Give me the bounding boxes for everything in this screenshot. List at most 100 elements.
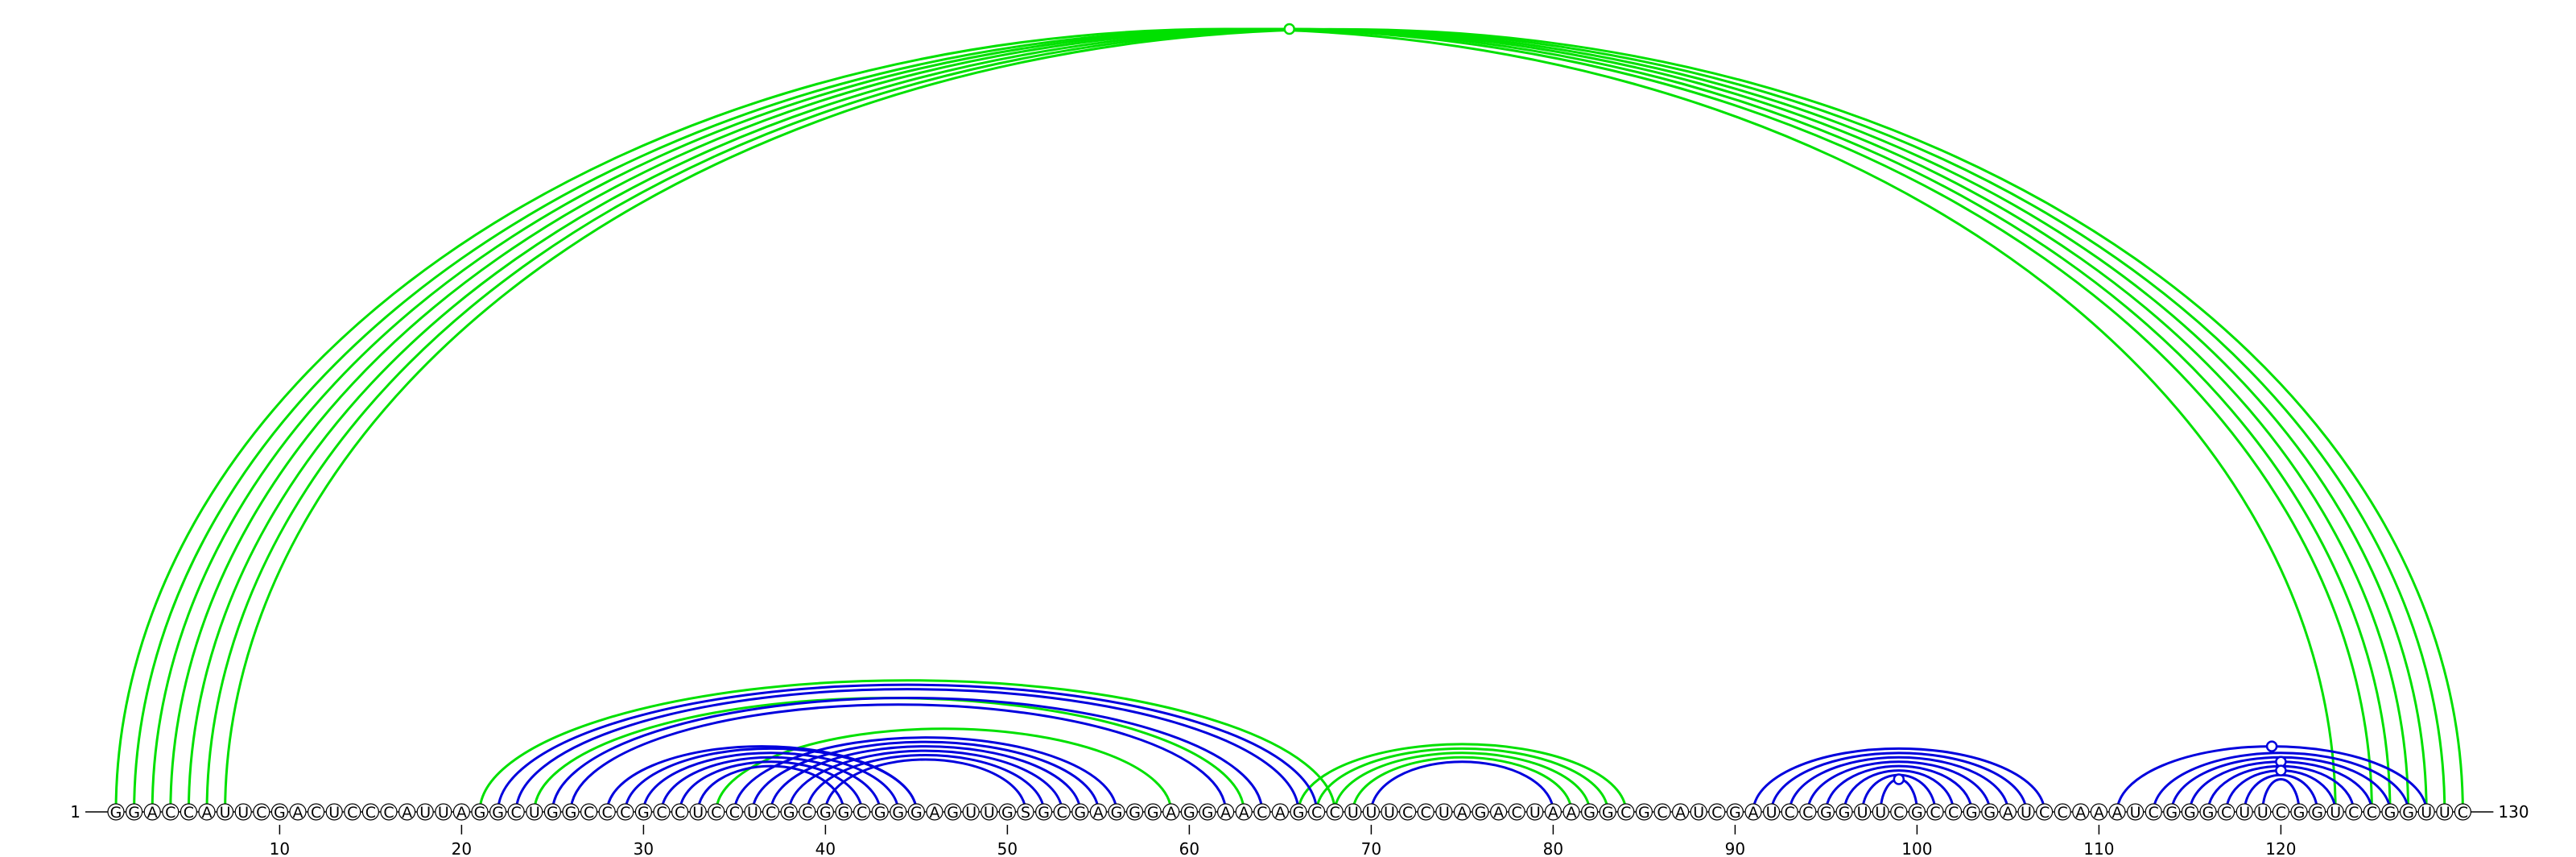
nucleotide: G bbox=[2309, 803, 2326, 822]
nucleotide: U bbox=[962, 803, 980, 822]
nucleotide-letter: U bbox=[2439, 804, 2450, 822]
nucleotide-letter: G bbox=[474, 804, 486, 822]
nucleotide: G bbox=[780, 803, 798, 822]
nucleotide-letter: A bbox=[293, 804, 303, 822]
nucleotide: U bbox=[1690, 803, 1707, 822]
axis-tick-label: 90 bbox=[1725, 839, 1745, 857]
nucleotide: C bbox=[762, 803, 780, 822]
markers-layer bbox=[1283, 23, 2287, 785]
nucleotide-letter: C bbox=[1893, 804, 1904, 822]
nucleotide-letter: C bbox=[802, 804, 812, 822]
nucleotide-letter: U bbox=[2239, 804, 2250, 822]
nucleotide-letter: U bbox=[2130, 804, 2141, 822]
nucleotide: C bbox=[708, 803, 725, 822]
nucleotide-letter: U bbox=[328, 804, 340, 822]
nucleotide: C bbox=[1307, 803, 1326, 822]
nucleotide: U bbox=[234, 803, 252, 822]
green-pair-arc-0 bbox=[114, 27, 2337, 813]
nucleotide-letter: G bbox=[1001, 804, 1013, 822]
nucleotide-letter: G bbox=[1183, 804, 1195, 822]
nucleotide-letter: G bbox=[1911, 804, 1923, 822]
nucleotide: G bbox=[1981, 803, 1999, 822]
blue-pair-arc-18 bbox=[1770, 751, 2028, 813]
green-pair-arc-6 bbox=[224, 27, 2464, 813]
blue-pair-arc-22 bbox=[1843, 769, 1955, 813]
nucleotide: G bbox=[998, 803, 1017, 822]
nucleotide-letter: S bbox=[1021, 804, 1030, 822]
nucleotide: C bbox=[344, 803, 361, 822]
blue-pair-arc-9 bbox=[696, 764, 845, 813]
blue-pair-arc-21 bbox=[1824, 764, 1973, 813]
nucleotide-letter: U bbox=[1348, 804, 1359, 822]
blue-pair-arc-25 bbox=[2116, 745, 2428, 813]
nucleotide-letter: G bbox=[1729, 804, 1741, 822]
nucleotide-letter: G bbox=[110, 804, 122, 822]
nucleotide-letter: A bbox=[1275, 804, 1286, 822]
nucleotide: G bbox=[1726, 803, 1744, 822]
nucleotide-letter: G bbox=[638, 804, 650, 822]
nucleotide-letter: A bbox=[1748, 804, 1759, 822]
nucleotide-letter: G bbox=[1966, 804, 1978, 822]
nucleotide-letter: C bbox=[311, 804, 321, 822]
nucleotide-letter: U bbox=[747, 804, 758, 822]
nucleotide-letter: C bbox=[584, 804, 594, 822]
nucleotide-letter: U bbox=[1766, 804, 1777, 822]
nucleotide-letter: U bbox=[692, 804, 704, 822]
nucleotide: A bbox=[198, 803, 216, 822]
nucleotide: C bbox=[361, 803, 379, 822]
nucleotide-letter: U bbox=[1365, 804, 1377, 822]
nucleotide: C bbox=[1398, 803, 1417, 822]
nucleotide-letter: U bbox=[2257, 804, 2268, 822]
blue-pair-arc-19 bbox=[1788, 756, 2009, 813]
blue-pair-arc-2 bbox=[551, 697, 1264, 813]
nucleotide-letter: G bbox=[838, 804, 850, 822]
nucleotide: U bbox=[689, 803, 707, 822]
nucleotide-letter: C bbox=[2348, 804, 2359, 822]
nucleotide: U bbox=[526, 803, 543, 822]
blue-pair-arc-26 bbox=[2152, 751, 2410, 813]
blue-pair-arc-32 bbox=[2261, 778, 2301, 813]
blue-pair-arc-1 bbox=[514, 688, 1300, 813]
nucleotide: G bbox=[107, 803, 125, 822]
nucleotide-letter: C bbox=[2221, 804, 2231, 822]
nucleotide-letter: C bbox=[383, 804, 394, 822]
nucleotide: C bbox=[180, 803, 197, 822]
nucleotide: U bbox=[2326, 803, 2344, 822]
nucleotide: C bbox=[671, 803, 689, 822]
nucleotide: G bbox=[871, 803, 889, 822]
nucleotide-letter: U bbox=[529, 804, 540, 822]
nucleotide: C bbox=[2363, 803, 2380, 822]
nucleotide-letter: C bbox=[656, 804, 667, 822]
nucleotide-letter: G bbox=[1638, 804, 1650, 822]
nucleotide-letter: A bbox=[1675, 804, 1686, 822]
nucleotide-letter: A bbox=[1493, 804, 1504, 822]
nucleotide-letter: C bbox=[1657, 804, 1667, 822]
nucleotide-letter: G bbox=[128, 804, 140, 822]
nucleotide: G bbox=[1180, 803, 1199, 822]
end-label: 130 bbox=[2498, 802, 2529, 822]
nucleotide: A bbox=[1544, 803, 1563, 822]
nucleotide-letter: U bbox=[1857, 804, 1868, 822]
nucleotide: G bbox=[270, 803, 288, 822]
nucleotide: C bbox=[380, 803, 398, 822]
nucleotide-letter: C bbox=[511, 804, 522, 822]
nucleotide: C bbox=[598, 803, 616, 822]
nucleotide: G bbox=[1108, 803, 1125, 822]
nucleotide-letter: C bbox=[2367, 804, 2377, 822]
nucleotide: C bbox=[1890, 803, 1908, 822]
nucleotide: C bbox=[1945, 803, 1963, 822]
nucleotide-letter: U bbox=[1439, 804, 1450, 822]
nucleotide: C bbox=[2218, 803, 2235, 822]
nucleotide-letter: G bbox=[1475, 804, 1487, 822]
nucleotide: A bbox=[1999, 803, 2017, 822]
green-pair-arc-9 bbox=[715, 727, 1173, 813]
nucleotide-letter: U bbox=[965, 804, 976, 822]
nucleotide: G bbox=[2400, 803, 2417, 822]
nucleotide-letter: C bbox=[184, 804, 194, 822]
nucleotide: C bbox=[162, 803, 180, 822]
nucleotide: A bbox=[1453, 803, 1472, 822]
nucleotide: A bbox=[143, 803, 161, 822]
nucleotide: U bbox=[2017, 803, 2035, 822]
green-pair-arc-7 bbox=[478, 679, 1336, 813]
